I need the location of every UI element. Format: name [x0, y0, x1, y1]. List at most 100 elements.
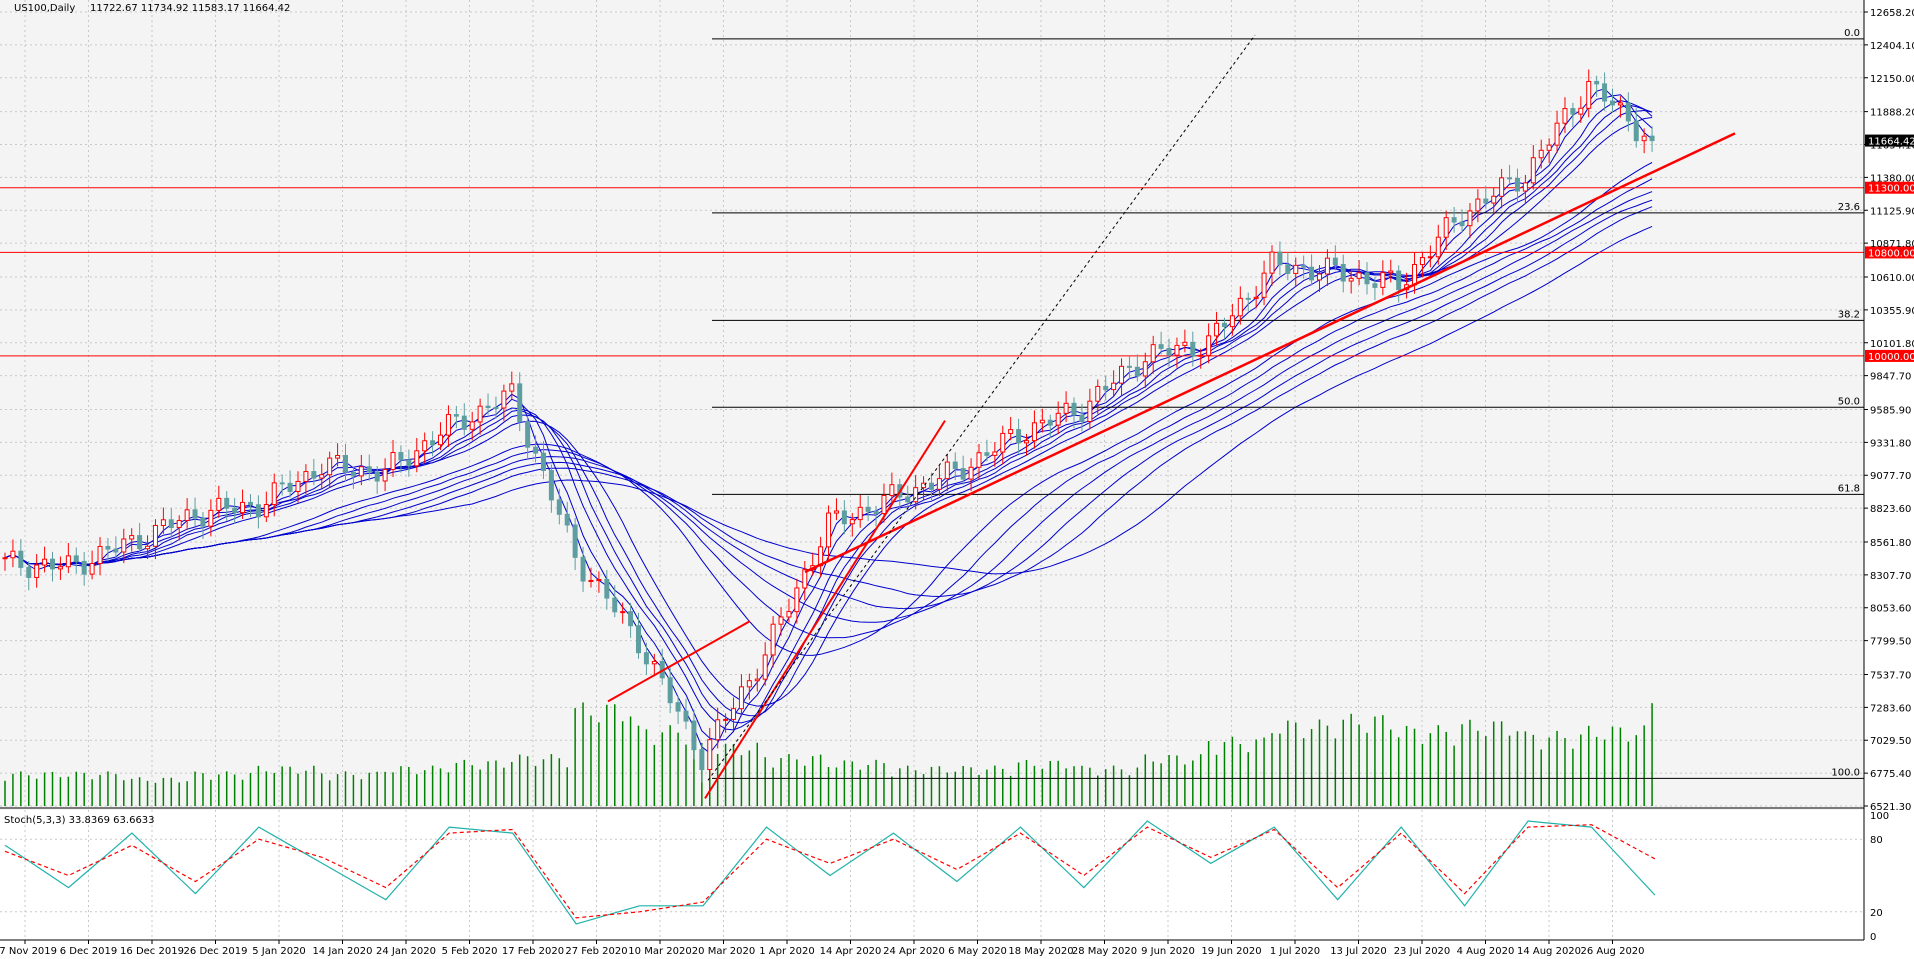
candle-body [1071, 402, 1077, 416]
trend-line-dashed [707, 34, 1256, 781]
stoch-main-line [4, 820, 1656, 925]
time-tick-label: 6 May 2020 [948, 946, 1007, 957]
level-label-bg [1865, 349, 1914, 362]
trend-line-flag [607, 620, 751, 703]
candle-body [683, 710, 689, 722]
price-tick-label: 6521.30 [1870, 802, 1911, 813]
time-tick-label: 27 Feb 2020 [565, 946, 627, 957]
candle-body [944, 461, 950, 480]
grid [0, 0, 1864, 940]
candle-body [905, 496, 911, 503]
candle-body [453, 414, 459, 417]
candle-body [588, 579, 594, 582]
candle-body [1594, 80, 1600, 85]
candle-body [1427, 256, 1433, 259]
time-tick-label: 18 May 2020 [1008, 946, 1073, 957]
ohlc-label: 11722.67 11734.92 11583.17 11664.42 [90, 3, 290, 14]
candle-body [889, 484, 895, 496]
candle-body [1419, 257, 1425, 265]
candle-body [984, 452, 990, 456]
candle-body [509, 383, 515, 392]
candle-body [1261, 272, 1267, 298]
time-tick-label: 26 Dec 2019 [184, 946, 248, 957]
candle-body [1166, 347, 1172, 356]
candle-body [366, 466, 372, 473]
candle-body [667, 677, 673, 704]
candle-body [628, 611, 634, 627]
candle-body [113, 548, 119, 553]
candle-body [406, 459, 412, 467]
candle-body [1119, 365, 1125, 384]
time-tick-label: 10 Mar 2020 [628, 946, 691, 957]
time-tick-label: 4 Aug 2020 [1457, 946, 1515, 957]
current-price-bg [1865, 134, 1914, 147]
ma-ribbon [4, 88, 1653, 754]
candle-body [65, 555, 71, 568]
price-tick-label: 9847.70 [1870, 372, 1911, 383]
candle-body [1253, 296, 1259, 299]
candle-body [533, 446, 539, 454]
time-tick-label: 27 Nov 2019 [0, 946, 57, 957]
candle-body [1016, 429, 1022, 444]
candle-body [1301, 264, 1307, 268]
candle-body [1293, 264, 1299, 274]
candle-body [1451, 217, 1457, 223]
price-axis: 12658.2012404.1012150.0011888.2011634.10… [1864, 8, 1914, 813]
candle-body [1000, 432, 1006, 453]
candle-body [1348, 277, 1354, 282]
candle-body [1309, 266, 1315, 281]
stoch-tick-label: 20 [1870, 908, 1883, 919]
candle-body [327, 457, 333, 476]
candle-body [1332, 257, 1338, 266]
candle-body [1269, 251, 1275, 274]
candle-body [343, 455, 349, 473]
candle-body [802, 569, 808, 589]
candle-body [350, 471, 356, 477]
price-tick-label: 12404.10 [1870, 41, 1914, 52]
candle-body [525, 421, 531, 448]
candle-body [1008, 429, 1014, 434]
candle-body [564, 513, 570, 526]
time-tick-label: 14 Apr 2020 [820, 946, 882, 957]
candle-body [731, 708, 737, 720]
candle-body [770, 623, 776, 656]
candle-body [738, 686, 744, 710]
candle-body [422, 440, 428, 452]
candle-body [224, 497, 230, 509]
candle-body [414, 450, 420, 467]
candle-body [192, 509, 198, 519]
candle-body [960, 468, 966, 480]
candle-body [1285, 264, 1291, 274]
time-tick-label: 16 Dec 2019 [120, 946, 184, 957]
time-tick-label: 28 May 2020 [1072, 946, 1137, 957]
candle-body [643, 652, 649, 665]
candle-body [612, 597, 618, 613]
candle-body [778, 616, 784, 625]
stoch-tick-label: 80 [1870, 835, 1883, 846]
candle-body [184, 509, 190, 522]
candle-body [715, 719, 721, 741]
candle-body [1316, 273, 1322, 281]
candle-body [438, 434, 444, 446]
level-label: 10800.00 [1868, 248, 1914, 259]
candle-body [635, 625, 641, 654]
candle-body [1277, 251, 1283, 266]
candle-body [295, 480, 301, 492]
candle-body [137, 535, 143, 550]
candle-body [556, 499, 562, 515]
candle-body [335, 455, 341, 459]
candle-body [1633, 120, 1639, 142]
candle-body [881, 494, 887, 515]
price-tick-label: 7537.70 [1870, 670, 1911, 681]
trend-lines[interactable] [607, 34, 1736, 799]
candle-body [1126, 365, 1132, 368]
candle-body [699, 749, 705, 771]
candle-body [1562, 108, 1568, 124]
candle-body [311, 471, 317, 479]
candle-body [1142, 361, 1148, 377]
candle-body [57, 566, 63, 570]
candle-body [501, 390, 507, 409]
